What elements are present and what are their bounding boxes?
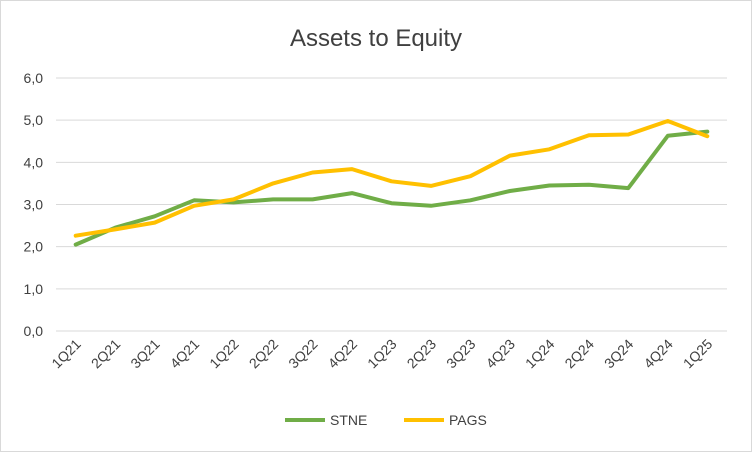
y-tick-label: 4,0 <box>24 154 44 170</box>
y-axis-ticks: 0,0 1,0 2,0 3,0 4,0 5,0 6,0 <box>24 70 44 339</box>
x-tick-label: 2Q23 <box>404 336 440 372</box>
series-line-pags <box>73 119 710 238</box>
x-tick-label: 3Q21 <box>127 336 163 372</box>
series-lines <box>73 119 710 247</box>
series-line-stne <box>73 129 710 247</box>
chart-title: Assets to Equity <box>290 25 462 52</box>
x-tick-label: 1Q21 <box>48 336 84 372</box>
x-tick-label: 4Q22 <box>325 336 361 372</box>
x-tick-label: 4Q24 <box>640 336 676 372</box>
x-tick-label: 3Q23 <box>443 336 479 372</box>
x-tick-label: 3Q24 <box>601 336 637 372</box>
x-tick-label: 4Q21 <box>167 336 203 372</box>
y-tick-label: 6,0 <box>24 70 44 86</box>
y-tick-label: 2,0 <box>24 239 44 255</box>
x-tick-label: 1Q23 <box>364 336 400 372</box>
x-tick-label: 2Q22 <box>246 336 282 372</box>
y-tick-label: 0,0 <box>24 323 44 339</box>
x-tick-label: 4Q23 <box>483 336 519 372</box>
x-tick-label: 1Q22 <box>206 336 242 372</box>
legend-label-pags: PAGS <box>449 412 487 428</box>
gridlines <box>56 77 727 332</box>
legend-label-stne: STNE <box>330 412 367 428</box>
x-tick-label: 2Q24 <box>561 336 597 372</box>
legend: STNE PAGS <box>285 412 487 428</box>
y-tick-label: 5,0 <box>24 112 44 128</box>
x-tick-label: 2Q21 <box>88 336 124 372</box>
x-tick-label: 1Q24 <box>522 336 558 372</box>
y-tick-label: 1,0 <box>24 281 44 297</box>
x-axis-ticks: 1Q21 2Q21 3Q21 4Q21 1Q22 2Q22 3Q22 4Q22 1Q23 2Q23… <box>48 336 715 372</box>
x-tick-label: 3Q22 <box>285 336 321 372</box>
y-tick-label: 3,0 <box>24 197 44 213</box>
x-tick-label: 1Q25 <box>680 336 716 372</box>
